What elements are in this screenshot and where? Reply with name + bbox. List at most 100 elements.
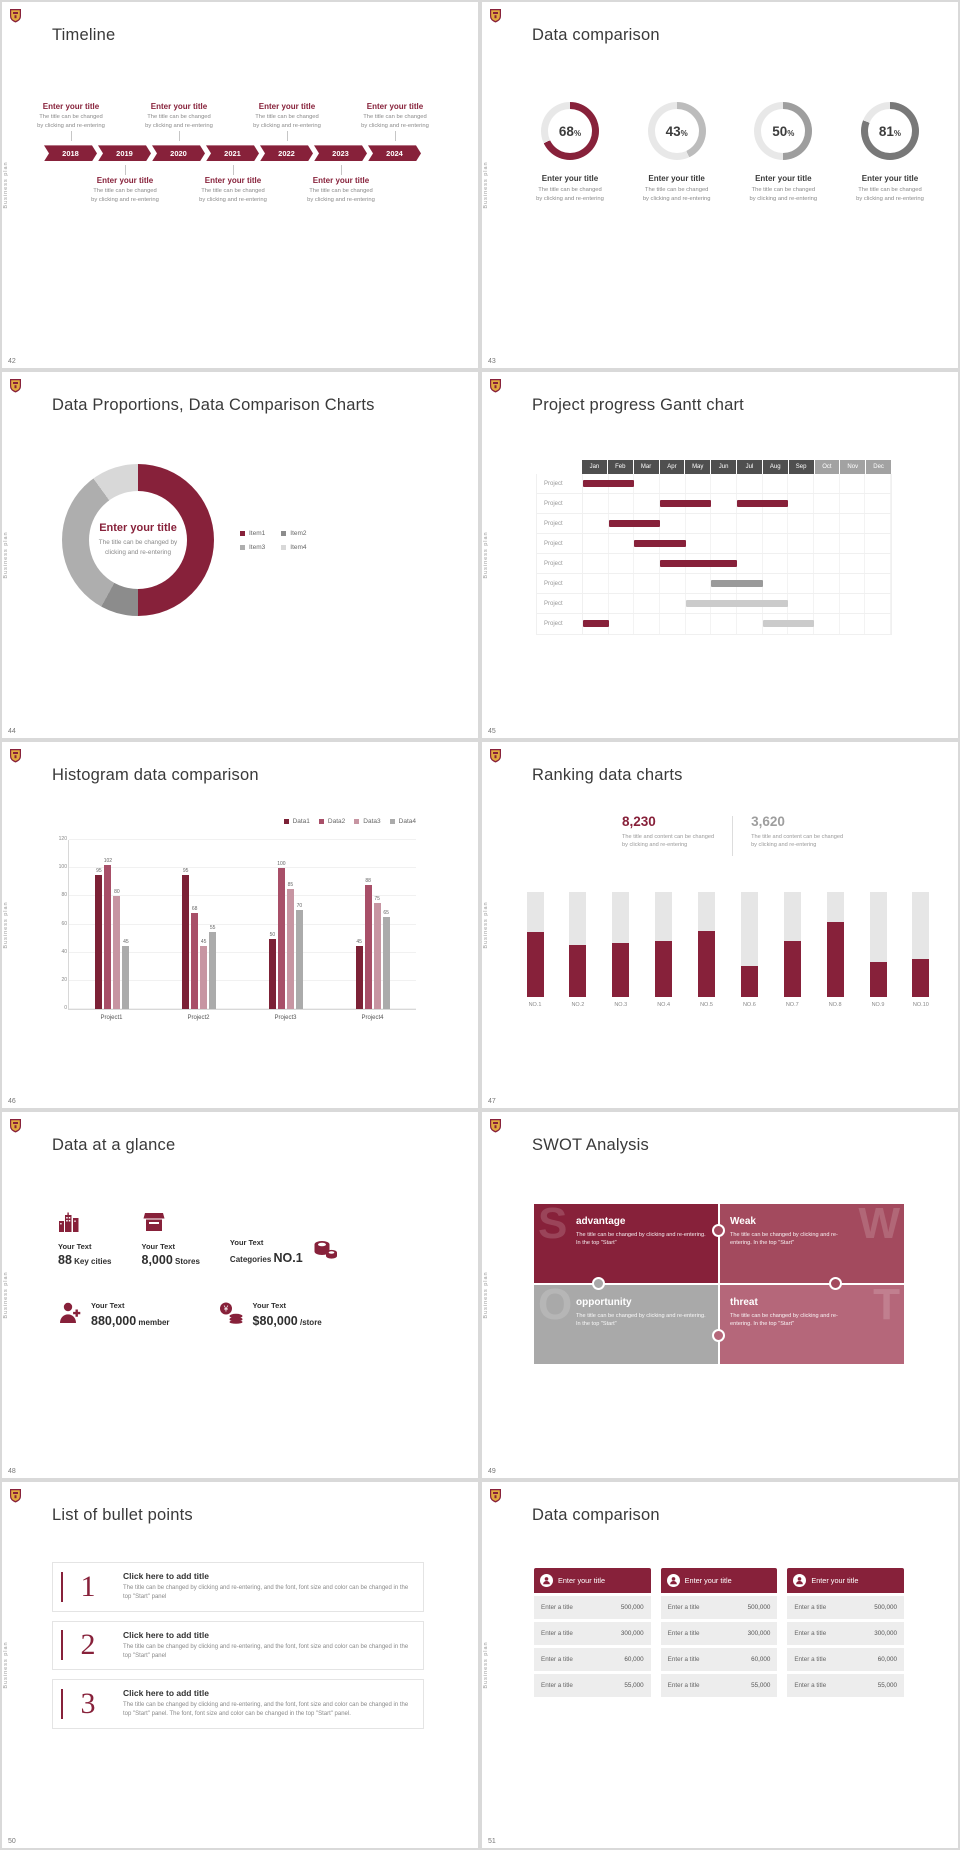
chart-legend: Data1 Data2 Data3 Data4 — [283, 818, 416, 825]
table-row: Enter a title 60,000 — [534, 1648, 651, 1671]
slide-47-ranking[interactable]: Business plan Ranking data charts 8,230 … — [482, 742, 958, 1108]
timeline-item-text: The title can be changed by clicking and … — [81, 187, 169, 204]
histogram-bar: 45 — [122, 939, 130, 1009]
bar-track — [655, 892, 673, 997]
column-header: Enter your title — [660, 1568, 778, 1593]
bar-fill — [698, 930, 715, 997]
gantt-bar — [711, 580, 763, 587]
gantt-cell — [609, 614, 635, 634]
gantt-bar — [583, 480, 635, 487]
stat-text: The title and content can be changed by c… — [622, 833, 714, 850]
stat-label: Your Text — [141, 1242, 175, 1251]
slide-49-swot[interactable]: Business plan SWOT Analysis S advantage … — [482, 1112, 958, 1478]
gantt-cell — [660, 474, 686, 493]
timeline-year: 2018 — [44, 145, 97, 161]
grid-line: 120 — [59, 836, 416, 842]
slide-title: SWOT Analysis — [532, 1136, 649, 1154]
gantt-cell — [686, 534, 712, 553]
slide-title: Data at a glance — [52, 1136, 176, 1154]
column-header: Enter your title — [534, 1568, 651, 1593]
gantt-cell — [840, 574, 866, 593]
placeholder-line-2: by clicking and re-entering — [145, 122, 213, 129]
stat-value: 3,620 — [751, 814, 785, 829]
bar-value-label: 85 — [287, 882, 294, 889]
timeline-item-title: Enter your title — [312, 176, 370, 186]
gantt-cell — [840, 494, 866, 513]
gantt-cell — [609, 494, 635, 513]
stat-big-number: 880,000 — [91, 1314, 137, 1328]
timeline-year: 2024 — [368, 145, 421, 161]
row-label: Enter a title — [667, 1604, 700, 1611]
placeholder-line-2: by clicking and re-entering — [91, 197, 159, 204]
slide-number: 48 — [8, 1468, 16, 1475]
gantt-cell — [711, 514, 737, 533]
slide-title: Timeline — [52, 26, 116, 44]
gantt-row-cells — [583, 474, 891, 493]
side-label: Business plan — [483, 1271, 489, 1319]
timeline-item-text: The title can be changed by clicking and … — [27, 113, 115, 130]
gantt-cell — [788, 474, 814, 493]
gantt-row-label: Project — [537, 554, 583, 573]
table-row: Enter a title 300,000 — [660, 1622, 778, 1645]
gantt-bar — [660, 500, 712, 507]
gantt-cell — [814, 574, 840, 593]
slide-51-data-comparison[interactable]: Business plan Data comparison Enter your… — [482, 1482, 958, 1848]
timeline-item-text: The title can be changed by clicking and … — [243, 113, 331, 130]
legend-swatch — [283, 819, 289, 824]
bar-value-label: 75 — [374, 896, 380, 903]
slide-title: Ranking data charts — [532, 766, 683, 784]
timeline-year: 2022 — [260, 145, 313, 161]
gantt-cell — [737, 614, 763, 634]
row-value: 55,000 — [751, 1682, 771, 1689]
slide-48-data-glance[interactable]: Business plan Data at a glance Your Text… — [2, 1112, 478, 1478]
gantt-cell — [660, 594, 686, 613]
swot-body: The title can be changed by clicking and… — [576, 1313, 706, 1328]
swot-heading: threat — [730, 1297, 758, 1308]
gantt-cell — [763, 474, 789, 493]
slide-number: 43 — [488, 358, 496, 365]
gantt-cell — [840, 474, 866, 493]
university-crest-logo — [489, 748, 502, 763]
slide-46-histogram[interactable]: Business plan Histogram data comparison … — [2, 742, 478, 1108]
histogram-bar: 102 — [104, 858, 112, 1009]
row-label: Enter a title — [541, 1656, 573, 1663]
gantt-cell — [609, 554, 635, 573]
gantt-row-label: Project — [537, 574, 583, 593]
bullet-heading: Click here to add title — [123, 1688, 209, 1699]
histogram-bar: 80 — [113, 889, 121, 1009]
swot-letter: T — [873, 1285, 900, 1329]
ranking-column: NO.1 — [522, 892, 548, 1008]
gantt-cell — [814, 554, 840, 573]
side-label: Business plan — [3, 1641, 9, 1689]
gantt-cell — [840, 594, 866, 613]
placeholder-line-1: The title can be changed — [309, 188, 373, 195]
gantt-cell — [660, 574, 686, 593]
slide-43-data-comparison[interactable]: Business plan Data comparison 68% Enter … — [482, 2, 958, 368]
slide-45-gantt[interactable]: Business plan Project progress Gantt cha… — [482, 372, 958, 738]
ranking-column: NO.2 — [565, 892, 591, 1008]
bar-track — [912, 892, 930, 997]
timeline-item: Enter your title The title can be change… — [189, 164, 277, 204]
row-value: 300,000 — [874, 1630, 898, 1637]
timeline-item: Enter your title The title can be change… — [351, 102, 439, 142]
gantt-cell — [840, 534, 866, 553]
row-value: 55,000 — [877, 1682, 898, 1689]
slide-44-data-proportions[interactable]: Business plan Data Proportions, Data Com… — [2, 372, 478, 738]
slide-title: Data comparison — [532, 26, 660, 44]
gantt-row-label: Project — [537, 514, 583, 533]
y-axis-tick: 40 — [61, 948, 67, 955]
gantt-row-label: Project — [537, 594, 583, 613]
gantt-cell — [788, 514, 814, 533]
grid-line: 20 — [61, 977, 416, 983]
y-axis-tick: 0 — [64, 1005, 67, 1011]
slide-42-timeline[interactable]: Business plan Timeline Enter your title … — [2, 2, 478, 368]
donut-center-title: Enter your title — [99, 522, 177, 535]
bar-track — [612, 892, 630, 997]
gantt-cell — [711, 474, 737, 493]
bullet-number: 1 — [61, 1571, 113, 1602]
gantt-cell — [763, 554, 789, 573]
slide-50-bullet-list[interactable]: Business plan List of bullet points 1 Cl… — [2, 1482, 478, 1848]
bar-fill — [826, 922, 844, 997]
bar-value-label: 102 — [103, 858, 113, 865]
